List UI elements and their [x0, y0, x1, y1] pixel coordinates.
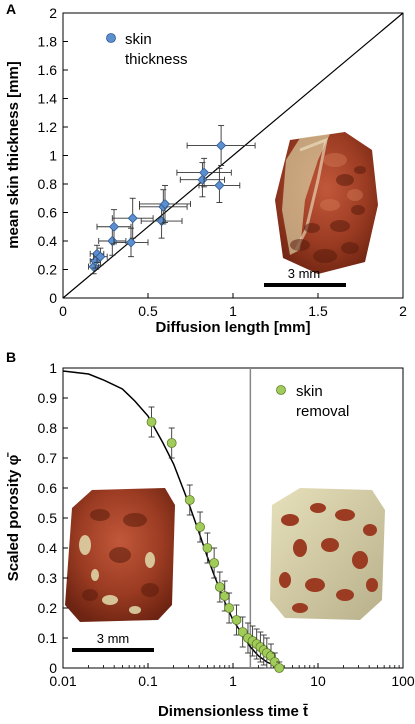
panel-a-y-tick-label: 1.2 — [38, 119, 58, 135]
panel-a-x-ticks: 0 0.5 1 1.5 2 — [59, 293, 407, 319]
panel-b-y-tick-label: 0 — [49, 660, 57, 676]
panel-b-y-tick-label: 0.3 — [38, 570, 58, 586]
panel-b-x-axis-title: Dimensionless time t̄ — [158, 703, 309, 720]
panel-a-legend-label-2: thickness — [125, 51, 188, 68]
panel-a-data-points — [88, 125, 256, 275]
panel-a-sample-image — [275, 132, 378, 274]
panel-b-y-tick-label: 0.9 — [38, 390, 58, 406]
panel-b-y-axis-title: Scaled porosity φ̄ — [5, 452, 22, 582]
panel-b-y-tick-label: 0.5 — [38, 510, 58, 526]
panel-b-x-tick-label: 100 — [391, 673, 415, 689]
panel-b-data-points — [146, 406, 285, 673]
panel-b-data-point — [231, 604, 242, 636]
panel-a-scale-bar-label: 3 mm — [288, 266, 321, 281]
panel-a-x-tick-label: 1.5 — [308, 303, 328, 319]
panel-a-data-point — [139, 184, 191, 223]
panel-a-y-tick-label: 0.6 — [38, 205, 58, 221]
panel-a-legend-marker — [106, 33, 116, 43]
panel-a-data-point — [176, 157, 232, 188]
panel-a-y-tick-label: 2 — [49, 5, 57, 21]
panel-a-reference-line — [62, 12, 404, 299]
panel-b-scale-bar-label: 3 mm — [97, 631, 130, 646]
panel-b-data-point — [209, 547, 220, 579]
panel-b-y-tick-label: 0.4 — [38, 540, 58, 556]
panel-b-x-tick-label: 0.1 — [138, 673, 158, 689]
panel-a-y-tick-label: 0.8 — [38, 176, 58, 192]
panel-b-scale-bar: 3 mm — [72, 631, 154, 652]
panel-a-x-tick-label: 1 — [229, 303, 237, 319]
panel-b-sample-image-left — [65, 488, 175, 622]
panel-a-x-axis-title: Diffusion length [mm] — [156, 319, 311, 336]
panel-a-x-tick-label: 2 — [399, 303, 407, 319]
panel-b-sample-image-right — [270, 488, 385, 620]
panel-b: B — [5, 349, 415, 720]
panel-a-y-tick-label: 1.8 — [38, 34, 58, 50]
panel-b-fit-curve — [62, 370, 280, 669]
panel-a: A 3 mm — [5, 1, 407, 336]
panel-b-y-tick-label: 0.2 — [38, 600, 58, 616]
panel-b-legend-label-2: removal — [296, 403, 349, 420]
panel-a-legend: skin thickness — [106, 31, 188, 68]
panel-a-data-point — [186, 125, 256, 166]
panel-b-data-point — [195, 511, 205, 543]
panel-a-y-tick-label: 0.4 — [38, 233, 58, 249]
panel-a-data-point — [93, 247, 108, 266]
panel-a-data-point — [179, 162, 225, 198]
panel-a-data-point — [96, 209, 132, 245]
panel-b-legend: skin removal — [276, 383, 349, 420]
panel-a-data-point — [113, 227, 149, 258]
panel-a-x-tick-label: 0.5 — [138, 303, 158, 319]
panel-b-legend-marker — [276, 385, 286, 395]
panel-b-x-ticks: 0.01 0.1 1 10 100 — [49, 663, 415, 689]
panel-b-data-point — [274, 661, 285, 673]
panel-b-y-tick-label: 0.1 — [38, 630, 58, 646]
panel-b-y-tick-label: 0.6 — [38, 480, 58, 496]
panel-b-data-point — [202, 532, 213, 564]
panel-b-data-point — [166, 427, 177, 459]
panel-b-x-tick-label: 1 — [229, 673, 237, 689]
panel-b-data-point — [146, 406, 157, 438]
panel-b-x-tick-label: 10 — [310, 673, 326, 689]
panel-a-y-tick-label: 0.2 — [38, 262, 58, 278]
panel-a-x-tick-label: 0 — [59, 303, 67, 319]
panel-a-y-tick-label: 0 — [49, 290, 57, 306]
panel-a-letter: A — [6, 1, 16, 17]
panel-b-data-point — [184, 484, 195, 516]
panel-a-data-point — [198, 167, 241, 203]
panel-a-y-tick-label: 1.6 — [38, 62, 58, 78]
panel-a-y-tick-label: 1 — [49, 148, 57, 164]
panel-a-data-point — [111, 197, 154, 239]
panel-a-data-point — [98, 226, 127, 256]
panel-b-data-point — [224, 592, 235, 624]
panel-b-legend-label-1: skin — [296, 383, 323, 400]
panel-a-y-tick-label: 1.4 — [38, 91, 58, 107]
panel-a-y-axis-title: mean skin thickness [mm] — [5, 61, 22, 249]
panel-b-y-tick-label: 0.8 — [38, 420, 58, 436]
panel-b-x-tick-label: 0.01 — [49, 673, 76, 689]
panel-b-letter: B — [6, 349, 16, 365]
panel-b-y-tick-label: 0.7 — [38, 450, 58, 466]
panel-a-legend-label-1: skin — [125, 31, 152, 48]
panel-a-scale-bar: 3 mm — [264, 266, 346, 287]
panel-a-data-point — [88, 259, 100, 275]
panel-b-y-tick-label: 1 — [49, 360, 57, 376]
panel-a-y-ticks: 0 0.2 0.4 0.6 0.8 1 1.2 1.4 1.6 1.8 2 — [38, 5, 68, 306]
panel-b-y-ticks: 0 0.1 0.2 0.3 0.4 0.5 0.6 0.7 0.8 0.9 1 — [38, 360, 68, 676]
